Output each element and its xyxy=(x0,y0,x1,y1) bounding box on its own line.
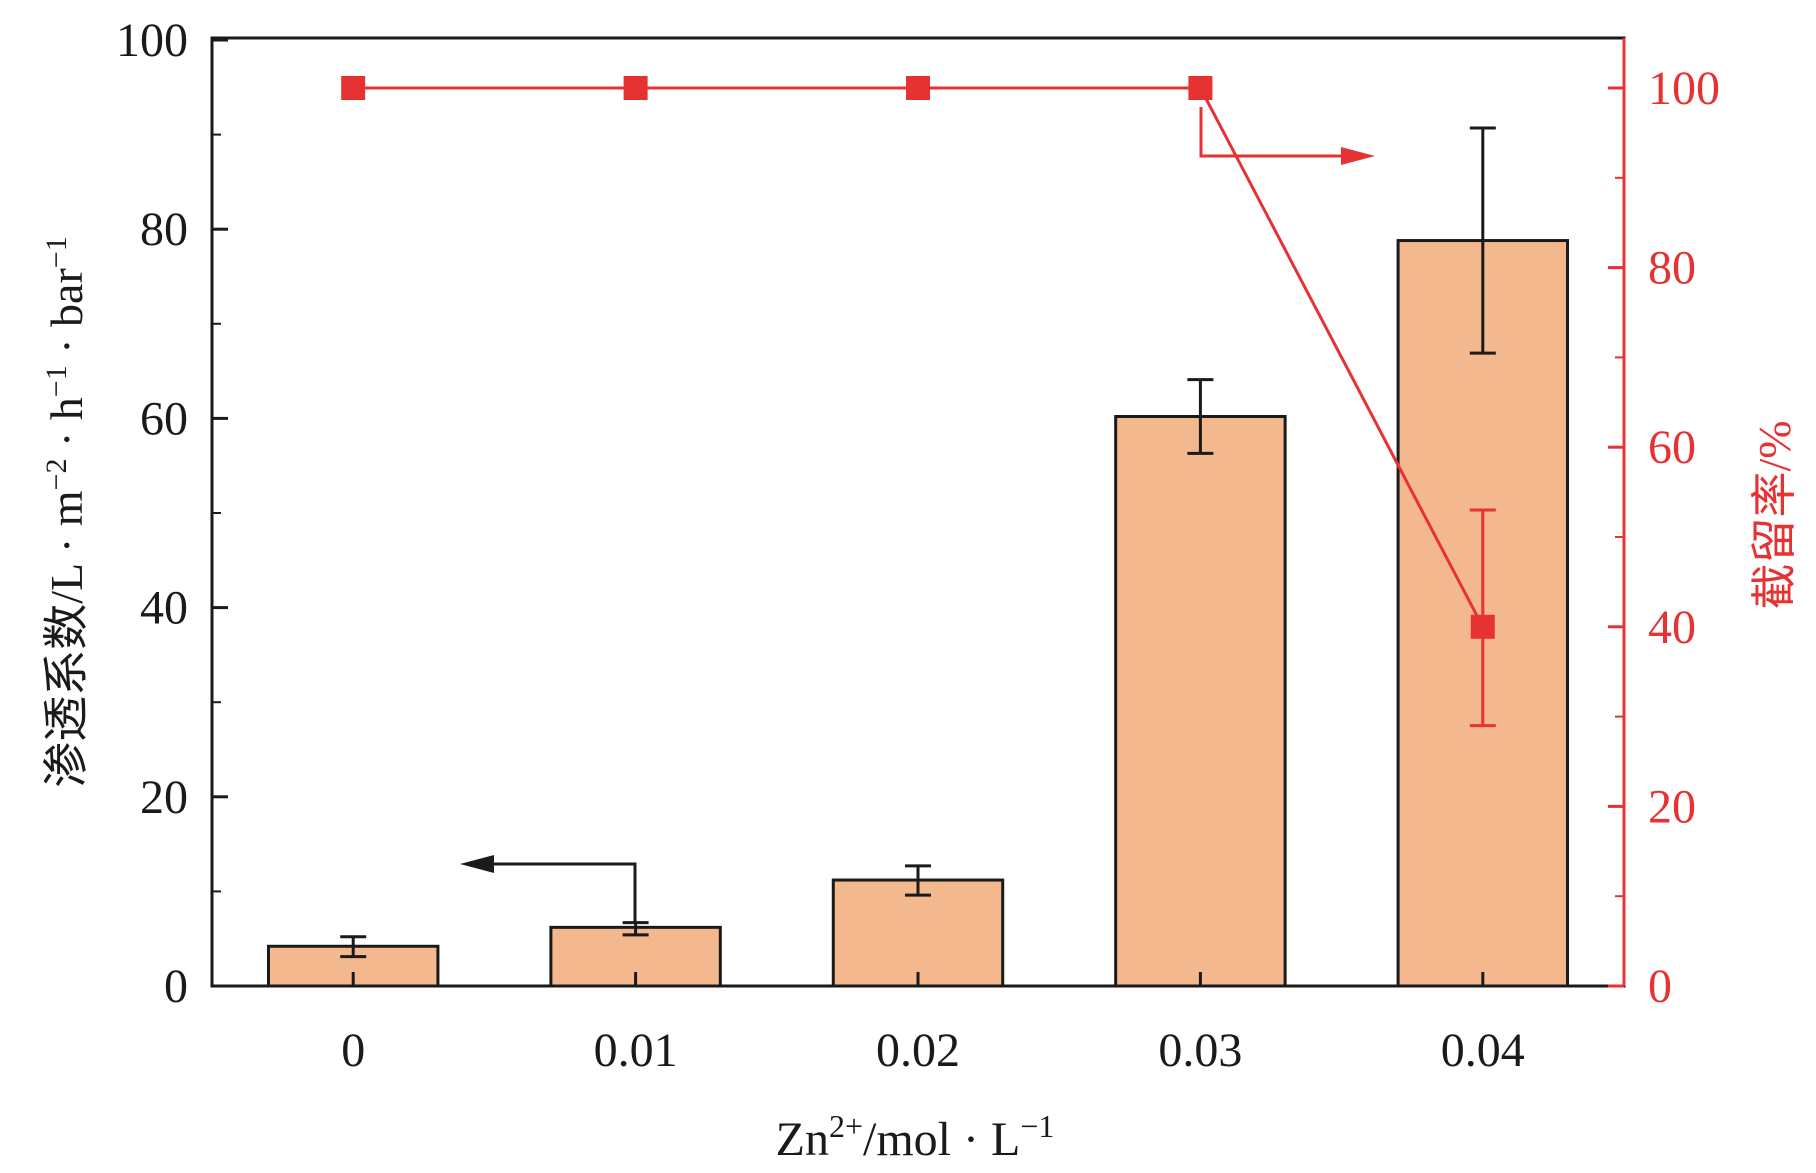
left-axis-title: 渗透系数/L · m−2 · h−1 · bar−1 xyxy=(40,236,93,787)
x-axis-tick-label: 0.01 xyxy=(594,1024,678,1077)
x-axis-title: Zn2+/mol · L−1 xyxy=(776,1108,1055,1166)
left-axis-title-sup2: −1 xyxy=(40,365,73,397)
annotations xyxy=(460,107,1375,923)
right-axis-tick-label: 100 xyxy=(1648,62,1720,115)
line-series xyxy=(353,86,1485,628)
right-axis-tick-label: 60 xyxy=(1648,421,1696,474)
x-axis-title-mid: /mol · L xyxy=(863,1113,1020,1166)
x-axis-title-sup: 2+ xyxy=(829,1108,863,1144)
right-axis-arrow xyxy=(1199,107,1362,158)
x-axis-title-base: Zn xyxy=(776,1113,829,1166)
right-axis-tick-label: 0 xyxy=(1648,960,1672,1013)
bars-layer xyxy=(266,126,1570,988)
left-axis-arrow xyxy=(470,862,637,923)
left-axis-tick-label: 100 xyxy=(116,14,188,67)
bar xyxy=(1114,415,1287,988)
left-axis-arrow-head xyxy=(460,855,494,873)
line-layer xyxy=(341,76,1496,728)
left-axis-title-main: 渗透系数/L · m xyxy=(41,490,92,787)
right-axis-tick-label: 40 xyxy=(1648,601,1696,654)
left-axis-tick-label: 80 xyxy=(140,203,188,256)
right-axis-arrow-head xyxy=(1341,147,1375,165)
x-axis-title-sup2: −1 xyxy=(1020,1108,1054,1144)
left-axis-tick-label: 20 xyxy=(140,771,188,824)
left-axis-title-part3: · bar xyxy=(41,268,92,365)
x-axis-tick-label: 0.04 xyxy=(1441,1024,1525,1077)
right-axis-title: 截留率/% xyxy=(1749,420,1800,609)
line-point xyxy=(341,76,366,100)
x-axis-tick-label: 0 xyxy=(341,1024,365,1077)
x-axis-tick-label: 0.02 xyxy=(876,1024,960,1077)
left-axis-title-sup1: −2 xyxy=(40,459,73,491)
left-axis-tick-label: 60 xyxy=(140,392,188,445)
left-axis: 0 20 40 60 80 100 xyxy=(116,14,228,1013)
left-axis-title-sup3: −1 xyxy=(40,236,73,268)
left-axis-tick-label: 0 xyxy=(164,960,188,1013)
left-axis-title-part2: · h xyxy=(41,397,92,458)
left-axis-tick-label: 40 xyxy=(140,582,188,635)
x-axis-tick-label: 0.03 xyxy=(1158,1024,1242,1077)
right-axis-tick-label: 80 xyxy=(1648,242,1696,295)
x-axis: 0 0.01 0.02 0.03 0.04 xyxy=(341,972,1525,1077)
line-point xyxy=(623,76,648,100)
line-point xyxy=(1188,76,1213,100)
right-axis: 0 20 40 60 80 100 xyxy=(1608,38,1720,1013)
line-point xyxy=(906,76,930,100)
right-axis-tick-label: 20 xyxy=(1648,780,1696,833)
line-point xyxy=(1470,614,1495,639)
